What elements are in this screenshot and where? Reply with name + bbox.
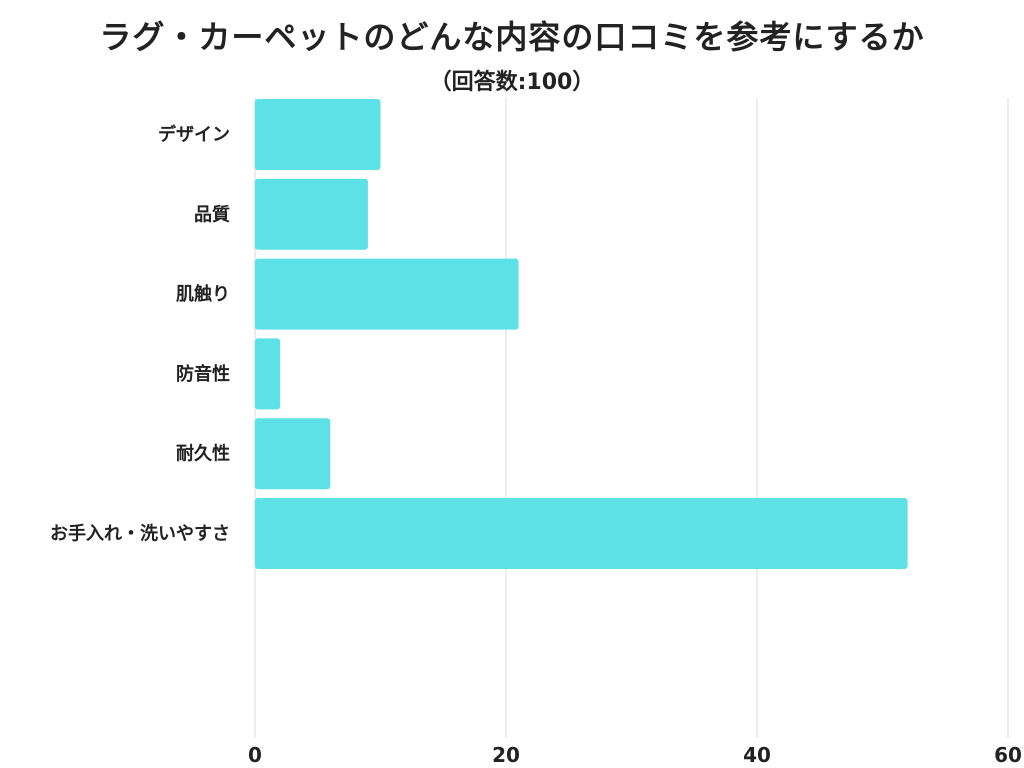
bar — [255, 498, 908, 569]
chart-subtitle: （回答数:100） — [429, 70, 595, 95]
category-label: 肌触り — [176, 283, 230, 305]
category-label: デザイン — [158, 124, 230, 146]
bar — [255, 99, 381, 170]
bar — [255, 338, 281, 410]
x-tick-label: 60 — [994, 743, 1022, 767]
category-label: 耐久性 — [176, 443, 230, 465]
x-tick-label: 40 — [743, 743, 771, 767]
bar — [255, 258, 519, 330]
category-label: 品質 — [194, 203, 230, 225]
bar — [255, 178, 368, 250]
bar — [255, 418, 331, 490]
chart-title: ラグ・カーペットのどんな内容の口コミを参考にするか — [99, 18, 925, 56]
x-tick-label: 20 — [492, 743, 520, 767]
category-label: 防音性 — [176, 363, 230, 385]
x-tick-label: 0 — [248, 743, 262, 767]
category-label: お手入れ・洗いやすさ — [50, 523, 230, 545]
